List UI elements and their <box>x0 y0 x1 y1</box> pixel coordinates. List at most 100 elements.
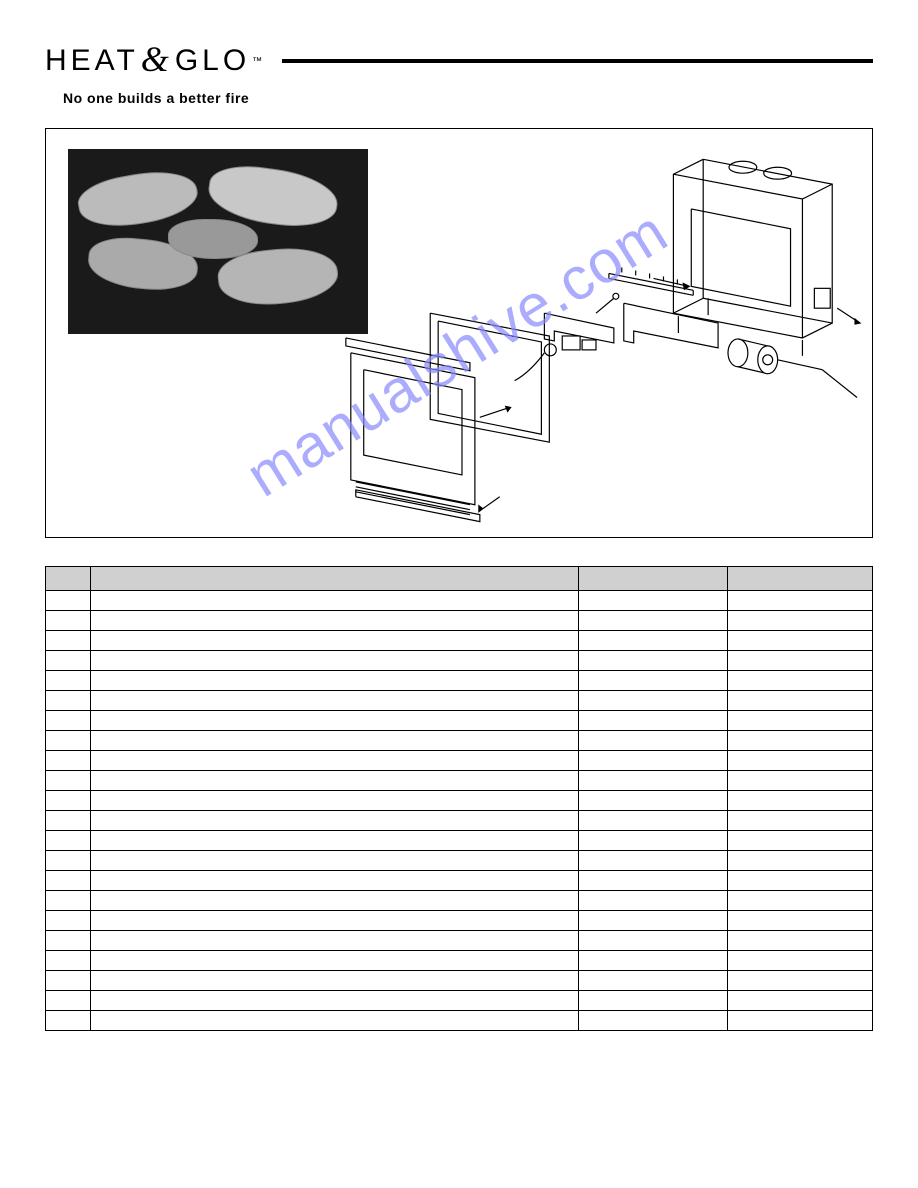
figure-box: manualshive.com <box>45 128 873 538</box>
burner-tube <box>609 267 693 295</box>
table-row <box>46 751 873 771</box>
table-cell <box>46 651 91 671</box>
top-trim <box>346 338 470 371</box>
table-cell <box>46 591 91 611</box>
table-cell <box>728 771 873 791</box>
table-row <box>46 631 873 651</box>
table-cell <box>46 791 91 811</box>
table-cell <box>91 931 579 951</box>
table-cell <box>579 951 728 971</box>
table-cell <box>728 831 873 851</box>
table-cell <box>91 751 579 771</box>
table-row <box>46 1011 873 1031</box>
table-cell <box>728 651 873 671</box>
table-row <box>46 611 873 631</box>
table-row <box>46 811 873 831</box>
page-header: HEAT & GLO ™ <box>45 40 873 82</box>
table-cell <box>579 631 728 651</box>
table-cell <box>46 751 91 771</box>
table-row <box>46 931 873 951</box>
table-row <box>46 971 873 991</box>
table-cell <box>579 731 728 751</box>
table-cell <box>91 811 579 831</box>
table-cell <box>91 611 579 631</box>
table-cell <box>728 851 873 871</box>
table-cell <box>91 871 579 891</box>
logo-ampersand: & <box>141 38 173 80</box>
log-set-photo <box>68 149 368 334</box>
col-header <box>46 567 91 591</box>
table-cell <box>46 971 91 991</box>
table-cell <box>46 911 91 931</box>
table-cell <box>728 631 873 651</box>
firebox-body <box>673 159 832 356</box>
table-cell <box>91 651 579 671</box>
table-cell <box>91 631 579 651</box>
table-cell <box>91 911 579 931</box>
table-cell <box>91 1011 579 1031</box>
table-cell <box>91 891 579 911</box>
table-cell <box>579 651 728 671</box>
table-cell <box>728 931 873 951</box>
table-cell <box>728 711 873 731</box>
table-cell <box>91 771 579 791</box>
table-cell <box>579 851 728 871</box>
table-cell <box>579 891 728 911</box>
table-cell <box>46 991 91 1011</box>
table-cell <box>91 711 579 731</box>
table-row <box>46 691 873 711</box>
table-cell <box>579 751 728 771</box>
log-shape <box>168 219 258 259</box>
valve-assembly <box>515 293 619 380</box>
table-cell <box>728 751 873 771</box>
table-cell <box>579 831 728 851</box>
table-row <box>46 851 873 871</box>
table-row <box>46 951 873 971</box>
table-cell <box>91 591 579 611</box>
table-row <box>46 871 873 891</box>
table-cell <box>579 971 728 991</box>
table-row <box>46 591 873 611</box>
table-cell <box>91 851 579 871</box>
table-cell <box>579 771 728 791</box>
table-cell <box>46 1011 91 1031</box>
table-header-row <box>46 567 873 591</box>
table-cell <box>728 791 873 811</box>
table-cell <box>46 831 91 851</box>
tagline: No one builds a better fire <box>63 90 873 106</box>
logo-tm: ™ <box>252 56 266 67</box>
table-cell <box>579 811 728 831</box>
front-surround <box>351 353 475 515</box>
table-row <box>46 831 873 851</box>
parts-table <box>45 566 873 1031</box>
table-cell <box>46 811 91 831</box>
table-row <box>46 711 873 731</box>
table-cell <box>579 671 728 691</box>
table-cell <box>579 711 728 731</box>
table-cell <box>728 871 873 891</box>
table-cell <box>728 971 873 991</box>
table-cell <box>579 911 728 931</box>
table-cell <box>91 671 579 691</box>
table-cell <box>46 731 91 751</box>
col-header <box>91 567 579 591</box>
table-cell <box>91 991 579 1011</box>
logo-heat: HEAT <box>45 44 139 78</box>
brand-logo: HEAT & GLO ™ <box>45 40 266 82</box>
table-row <box>46 791 873 811</box>
table-cell <box>91 951 579 971</box>
table-cell <box>579 691 728 711</box>
table-cell <box>728 611 873 631</box>
table-row <box>46 771 873 791</box>
table-cell <box>728 691 873 711</box>
table-cell <box>91 691 579 711</box>
table-cell <box>579 611 728 631</box>
table-cell <box>46 671 91 691</box>
table-cell <box>728 811 873 831</box>
grate-base <box>624 303 718 348</box>
table-cell <box>46 771 91 791</box>
table-row <box>46 991 873 1011</box>
table-cell <box>728 951 873 971</box>
glass-frame <box>430 313 549 442</box>
table-cell <box>46 891 91 911</box>
